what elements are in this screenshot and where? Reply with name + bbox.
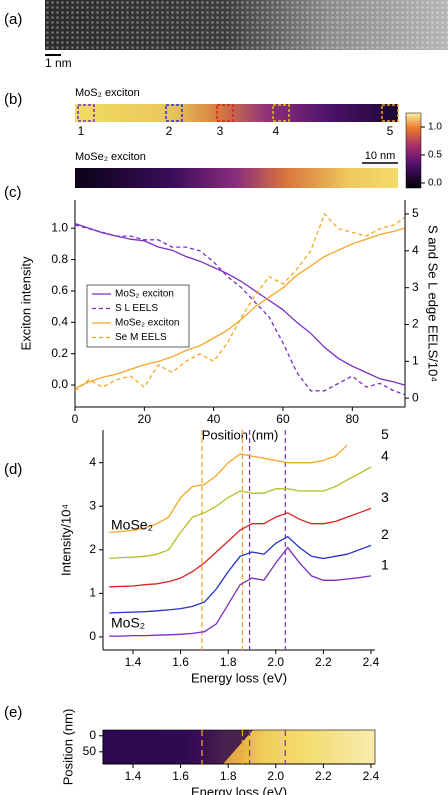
x-tick-label: 80 (346, 412, 360, 426)
panel-label: (b) (4, 91, 22, 108)
series-label: 3 (381, 489, 389, 505)
map-title: MoS₂ exciton (75, 87, 140, 99)
roi-box (216, 104, 234, 122)
y-tick-label: 4 (89, 455, 96, 469)
y-axis-title: Position (nm) (60, 709, 75, 786)
y-axis-title: Exciton intensity (18, 256, 33, 350)
panel-label: (d) (4, 461, 22, 478)
series-label: 2 (381, 526, 389, 542)
y-tick-label: 0.2 (51, 346, 68, 360)
x-tick-label: 1.8 (220, 769, 237, 783)
x-tick-label: 1.6 (172, 655, 189, 669)
y2-tick-label: 2 (412, 317, 419, 331)
y2-tick-label: 4 (412, 243, 419, 257)
heatmap-region (103, 730, 253, 764)
annotation: MoSe₂ (111, 517, 153, 533)
x-tick-label: 2.4 (363, 655, 380, 669)
colorbar-tick-label: 0.0 (428, 178, 442, 189)
legend-label: S L EELS (115, 303, 158, 314)
scale-bar-label: 1 nm (45, 56, 72, 70)
series-line (109, 507, 372, 588)
x-tick-label: 1.4 (125, 655, 142, 669)
series-line (109, 466, 372, 560)
x-axis-title: Energy loss (eV) (191, 784, 287, 795)
x-tick-label: 40 (207, 412, 221, 426)
y2-axis-title: S and Se L edge EELS/10⁴ (426, 225, 441, 382)
roi-label: 5 (387, 124, 394, 138)
panel-label: (c) (4, 184, 22, 201)
x-tick-label: 20 (138, 412, 152, 426)
series-label: 1 (381, 557, 389, 573)
series-line (74, 222, 405, 386)
series-line (109, 546, 372, 637)
series-line (109, 535, 372, 614)
map-title: MoSe₂ exciton (75, 151, 146, 163)
roi-label: 4 (273, 124, 280, 138)
series-line (74, 224, 405, 396)
legend-label: MoSe₂ exciton (115, 318, 179, 329)
series-label: 5 (381, 426, 389, 442)
series-line (74, 227, 405, 389)
y-tick-label: 0 (89, 629, 96, 643)
roi-box (272, 104, 290, 122)
x-tick-label: 1.4 (125, 769, 142, 783)
y-tick-label: 0 (89, 728, 96, 742)
x-tick-label: 0 (72, 412, 79, 426)
x-tick-label: 1.6 (172, 769, 189, 783)
x-axis-title: Position (nm) (202, 427, 279, 442)
panel-label: (a) (4, 11, 22, 28)
colorbar-tick-label: 0.5 (428, 150, 442, 161)
y-tick-label: 0.4 (51, 314, 68, 328)
y2-tick-label: 5 (412, 206, 419, 220)
atomic-lattice (45, 0, 448, 50)
y-tick-label: 0.6 (51, 283, 68, 297)
roi-label: 1 (78, 124, 85, 138)
legend-label: MoS₂ exciton (115, 289, 174, 300)
roi-box (77, 104, 95, 122)
y-axis-title: Intensity/10⁴ (58, 504, 73, 576)
y-tick-label: 0.0 (51, 377, 68, 391)
x-tick-label: 2.4 (363, 769, 380, 783)
panel-label: (e) (4, 704, 22, 721)
roi-box (165, 104, 183, 122)
mose2-map (75, 168, 398, 188)
x-tick-label: 1.8 (220, 655, 237, 669)
x-tick-label: 60 (276, 412, 290, 426)
scale-bar-label: 10 nm (365, 150, 396, 162)
legend (86, 284, 190, 348)
y2-tick-label: 3 (412, 280, 419, 294)
x-tick-label: 2.2 (315, 769, 332, 783)
series-line (74, 212, 405, 392)
colorbar (405, 112, 422, 189)
roi-label: 3 (217, 124, 224, 138)
y-tick-label: 50 (83, 744, 97, 758)
legend-label: Se M EELS (115, 332, 167, 343)
roi-box (381, 104, 399, 122)
series-label: 4 (381, 448, 389, 464)
y-tick-label: 1.0 (51, 220, 68, 234)
y-tick-label: 2 (89, 542, 96, 556)
y2-tick-label: 1 (412, 353, 419, 367)
y2-tick-label: 0 (412, 390, 419, 404)
x-axis-title: Energy loss (eV) (191, 670, 287, 685)
colorbar-tick-label: 1.0 (428, 122, 442, 133)
y-tick-label: 3 (89, 498, 96, 512)
y-tick-label: 1 (89, 586, 96, 600)
y-tick-label: 0.8 (51, 252, 68, 266)
mos2-map (75, 104, 398, 122)
x-tick-label: 2.2 (315, 655, 332, 669)
x-tick-label: 2.0 (267, 655, 284, 669)
x-tick-label: 2.0 (267, 769, 284, 783)
series-line (109, 444, 348, 534)
annotation: MoS₂ (111, 615, 145, 631)
roi-label: 2 (166, 124, 173, 138)
